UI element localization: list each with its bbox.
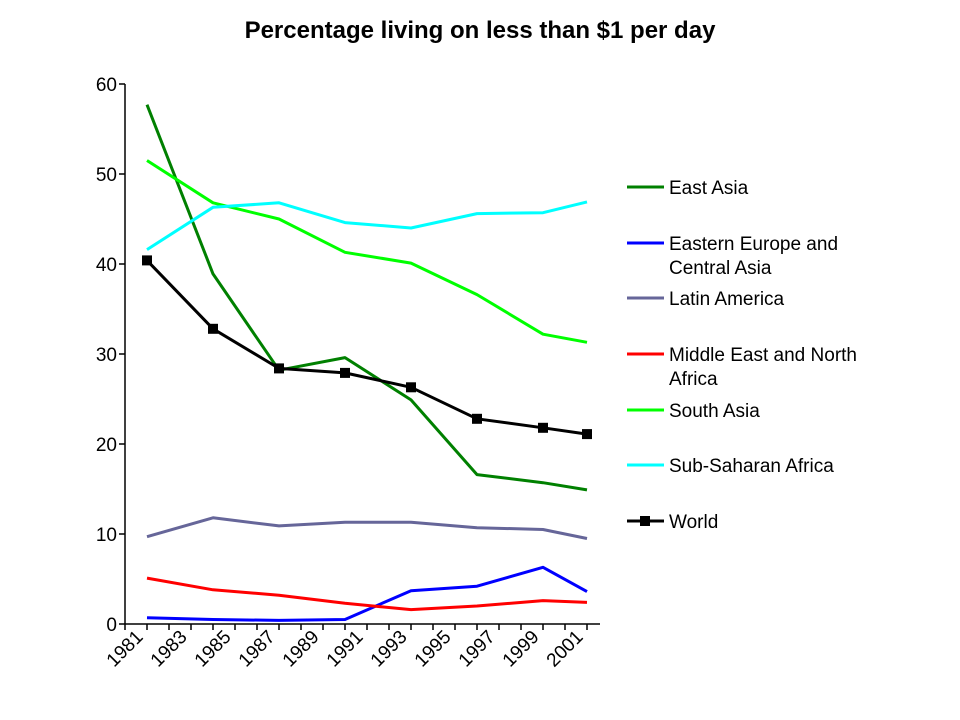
series-line-east-asia bbox=[145, 104, 588, 492]
series-lines bbox=[142, 104, 592, 622]
y-tick-label: 0 bbox=[106, 615, 117, 636]
x-tick-label: 1991 bbox=[323, 627, 368, 672]
series-line-eastern-europe-and-central-asia bbox=[146, 565, 588, 622]
x-tick-label: 1995 bbox=[411, 627, 456, 672]
legend-label: East Asia bbox=[669, 178, 749, 199]
chart-title: Percentage living on less than $1 per da… bbox=[245, 17, 716, 44]
data-point-world bbox=[406, 382, 416, 393]
legend-item-world: World bbox=[627, 512, 718, 533]
x-tick-label: 1993 bbox=[367, 627, 412, 672]
data-point-world bbox=[472, 413, 482, 424]
legend-label: Eastern Europe and bbox=[669, 234, 838, 255]
y-tick-label: 50 bbox=[96, 165, 117, 186]
y-tick-label: 40 bbox=[96, 255, 117, 276]
data-point-world bbox=[340, 367, 350, 378]
data-point-world bbox=[142, 255, 152, 266]
data-point-world bbox=[274, 363, 284, 374]
y-tick-label: 10 bbox=[96, 525, 117, 546]
data-point-world bbox=[538, 422, 548, 433]
legend-item-eastern-europe-and-central-asia: Eastern Europe and Central Asia bbox=[627, 234, 838, 279]
x-tick-label: 1983 bbox=[147, 627, 192, 672]
y-tick-label: 20 bbox=[96, 435, 117, 456]
x-tick-label: 1999 bbox=[499, 627, 544, 672]
y-tick-label: 30 bbox=[96, 345, 117, 366]
series-line-sub-saharan-africa bbox=[146, 200, 588, 251]
legend-marker bbox=[640, 516, 650, 526]
series-line-middle-east-and-north-africa bbox=[146, 576, 588, 612]
legend-label: Latin America bbox=[669, 289, 785, 310]
legend-label: Central Asia bbox=[669, 258, 772, 279]
legend-item-east-asia: East Asia bbox=[627, 178, 749, 199]
y-tick-label: 60 bbox=[96, 75, 117, 96]
legend: East Asia Eastern Europe and Central Asia L… bbox=[627, 178, 857, 533]
legend-label: Africa bbox=[669, 369, 718, 390]
legend-label: World bbox=[669, 512, 718, 533]
x-tick-label: 2001 bbox=[543, 627, 588, 672]
legend-item-middle-east-and-north-africa: Middle East and North Africa bbox=[627, 345, 857, 390]
legend-item-latin-america: Latin America bbox=[627, 289, 785, 310]
legend-label: Sub-Saharan Africa bbox=[669, 456, 834, 477]
x-tick-label: 1985 bbox=[191, 627, 236, 672]
data-point-world bbox=[208, 323, 218, 334]
series-line-south-asia bbox=[146, 159, 588, 344]
series-line-latin-america bbox=[146, 516, 588, 540]
legend-item-sub-saharan-africa: Sub-Saharan Africa bbox=[627, 456, 834, 477]
x-tick-label: 1989 bbox=[279, 627, 324, 672]
legend-label: South Asia bbox=[669, 401, 760, 422]
x-tick-label: 1987 bbox=[235, 627, 280, 672]
x-tick-label: 1997 bbox=[455, 627, 500, 672]
legend-item-south-asia: South Asia bbox=[627, 401, 760, 422]
legend-label: Middle East and North bbox=[669, 345, 857, 366]
data-point-world bbox=[582, 429, 592, 440]
series-line-world bbox=[145, 259, 588, 436]
